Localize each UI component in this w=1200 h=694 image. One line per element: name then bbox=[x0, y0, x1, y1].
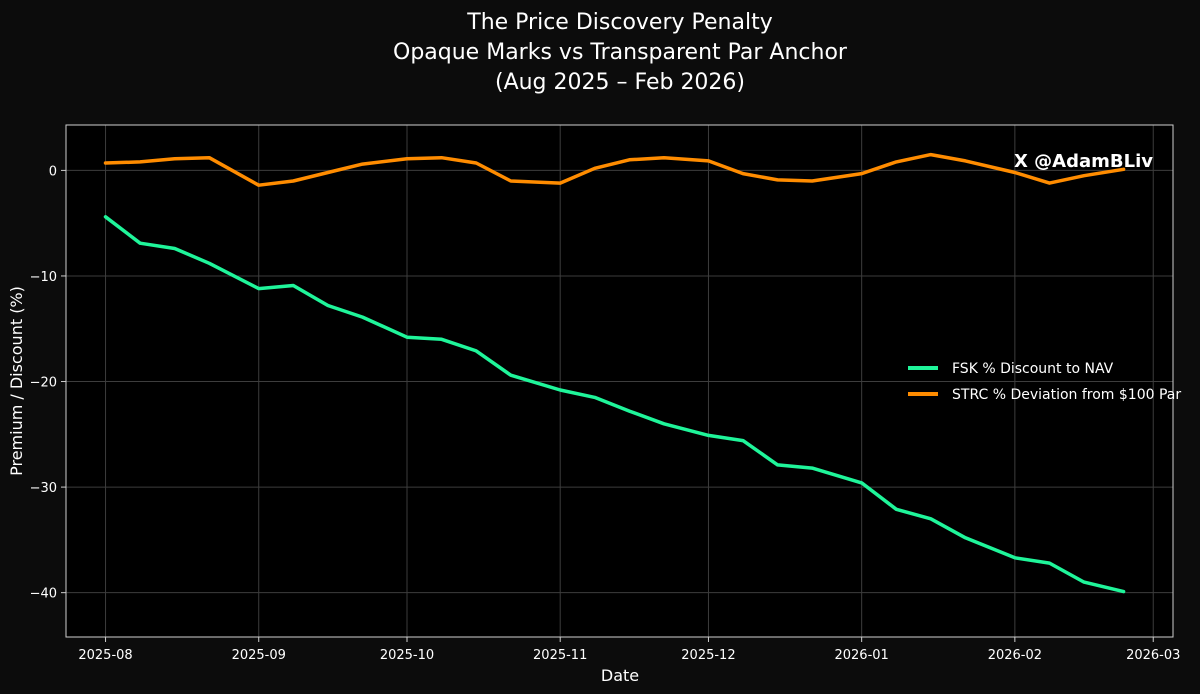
chart-title-line-1: The Price Discovery Penalty bbox=[466, 10, 772, 35]
series-line-strc bbox=[103, 152, 1126, 187]
plot-frame bbox=[65, 124, 1174, 638]
legend-label-fsk: FSK % Discount to NAV bbox=[952, 361, 1114, 377]
y-tick-label: −20 bbox=[30, 376, 57, 391]
watermark: X @AdamBLiv bbox=[1014, 151, 1153, 172]
x-tick-label: 2026-01 bbox=[834, 648, 888, 663]
x-axis: 2025-08 2025-09 2025-10 2025-11 2025-12 2026-… bbox=[78, 637, 1180, 663]
x-tick-label: 2025-10 bbox=[380, 648, 434, 663]
chart-title-line-2: Opaque Marks vs Transparent Par Anchor bbox=[393, 40, 848, 65]
series-layer bbox=[103, 152, 1126, 594]
x-tick-label: 2025-09 bbox=[232, 648, 286, 663]
y-tick-label: −40 bbox=[30, 587, 57, 602]
y-tick-label: −30 bbox=[30, 481, 57, 496]
x-tick-label: 2026-03 bbox=[1126, 648, 1180, 663]
y-axis-label: Premium / Discount (%) bbox=[7, 286, 26, 476]
grid-lines bbox=[66, 125, 1173, 637]
legend-label-strc: STRC % Deviation from $100 Par bbox=[952, 387, 1181, 403]
x-tick-label: 2026-02 bbox=[988, 648, 1042, 663]
x-tick-label: 2025-08 bbox=[78, 648, 132, 663]
legend: FSK % Discount to NAV STRC % Deviation f… bbox=[908, 361, 1181, 403]
x-axis-label: Date bbox=[601, 666, 639, 685]
x-tick-label: 2025-11 bbox=[533, 648, 587, 663]
plot-area bbox=[66, 125, 1173, 637]
y-tick-label: −10 bbox=[30, 270, 57, 285]
y-tick-label: 0 bbox=[49, 164, 57, 179]
chart-title-line-3: (Aug 2025 – Feb 2026) bbox=[495, 70, 745, 95]
x-tick-label: 2025-12 bbox=[681, 648, 735, 663]
series-line-fsk bbox=[103, 215, 1126, 594]
y-axis: 0 −10 −20 −30 −40 bbox=[30, 164, 66, 602]
